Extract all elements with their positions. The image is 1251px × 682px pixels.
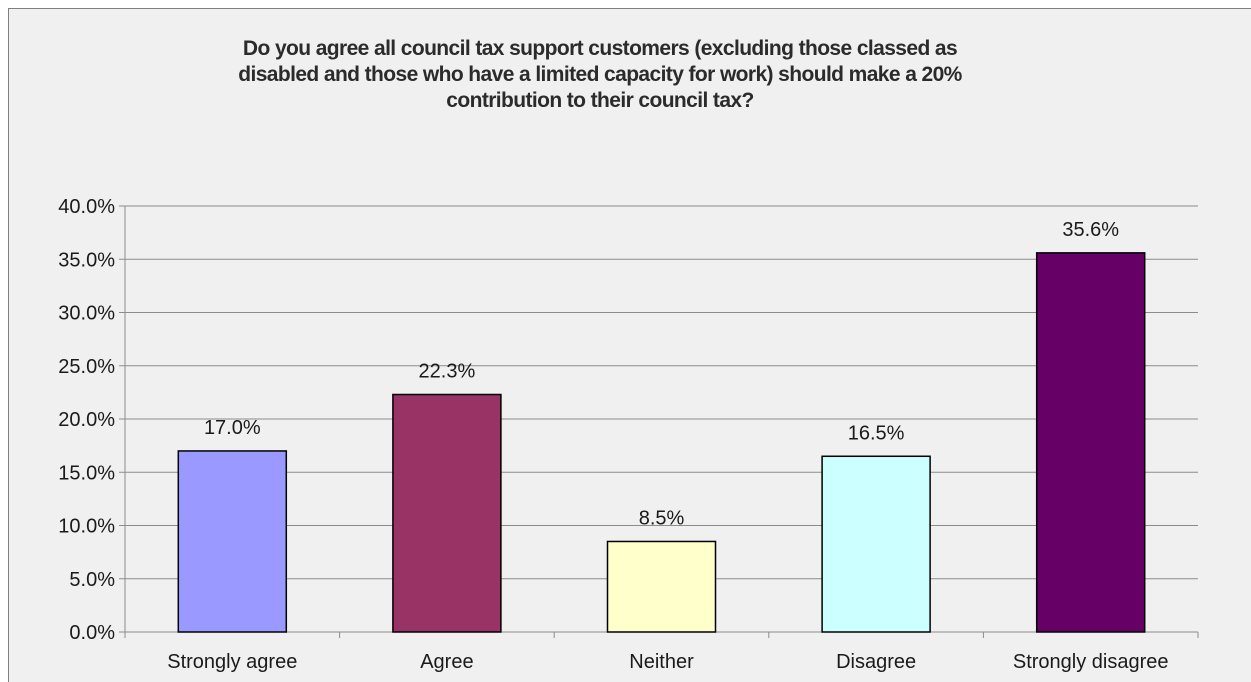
bar: [392, 393, 502, 633]
chart-title-line-3: contribution to their council tax?: [446, 89, 754, 112]
chart-title: Do you agree all council tax support cus…: [100, 36, 1100, 114]
data-label: 17.0%: [204, 417, 261, 439]
x-tick-label: Strongly disagree: [1013, 651, 1169, 673]
x-tick-label: Disagree: [836, 651, 916, 673]
y-tick-label: 15.0%: [58, 462, 115, 484]
x-tick-label: Strongly agree: [167, 651, 297, 673]
data-label: 8.5%: [639, 507, 685, 529]
y-tick-label: 30.0%: [58, 303, 115, 325]
bar: [1035, 252, 1146, 633]
y-tick-label: 0.0%: [69, 622, 115, 644]
data-label: 22.3%: [419, 361, 476, 383]
y-tick-label: 20.0%: [58, 409, 115, 431]
chart-title-line-2: disabled and those who have a limited ca…: [238, 63, 962, 86]
x-tick-label: Neither: [629, 651, 694, 673]
bars: [177, 252, 1146, 633]
bar: [177, 450, 288, 633]
y-tick-label: 40.0%: [58, 196, 115, 218]
bar: [821, 455, 931, 633]
chart-title-line-1: Do you agree all council tax support cus…: [242, 37, 958, 60]
bar: [606, 540, 717, 633]
y-tick-label: 25.0%: [58, 356, 115, 378]
y-tick-label: 5.0%: [69, 569, 115, 591]
data-label: 35.6%: [1062, 219, 1119, 241]
gridlines: [125, 205, 1198, 580]
y-tick-label: 35.0%: [58, 249, 115, 271]
x-tick-label: Agree: [420, 651, 473, 673]
data-label: 16.5%: [848, 422, 905, 444]
labels: 0.0% 5.0% 10.0% 15.0% 20.0% 25.0% 30.0% 35.0% 40…: [58, 196, 1168, 673]
y-tick-label: 10.0%: [58, 516, 115, 538]
